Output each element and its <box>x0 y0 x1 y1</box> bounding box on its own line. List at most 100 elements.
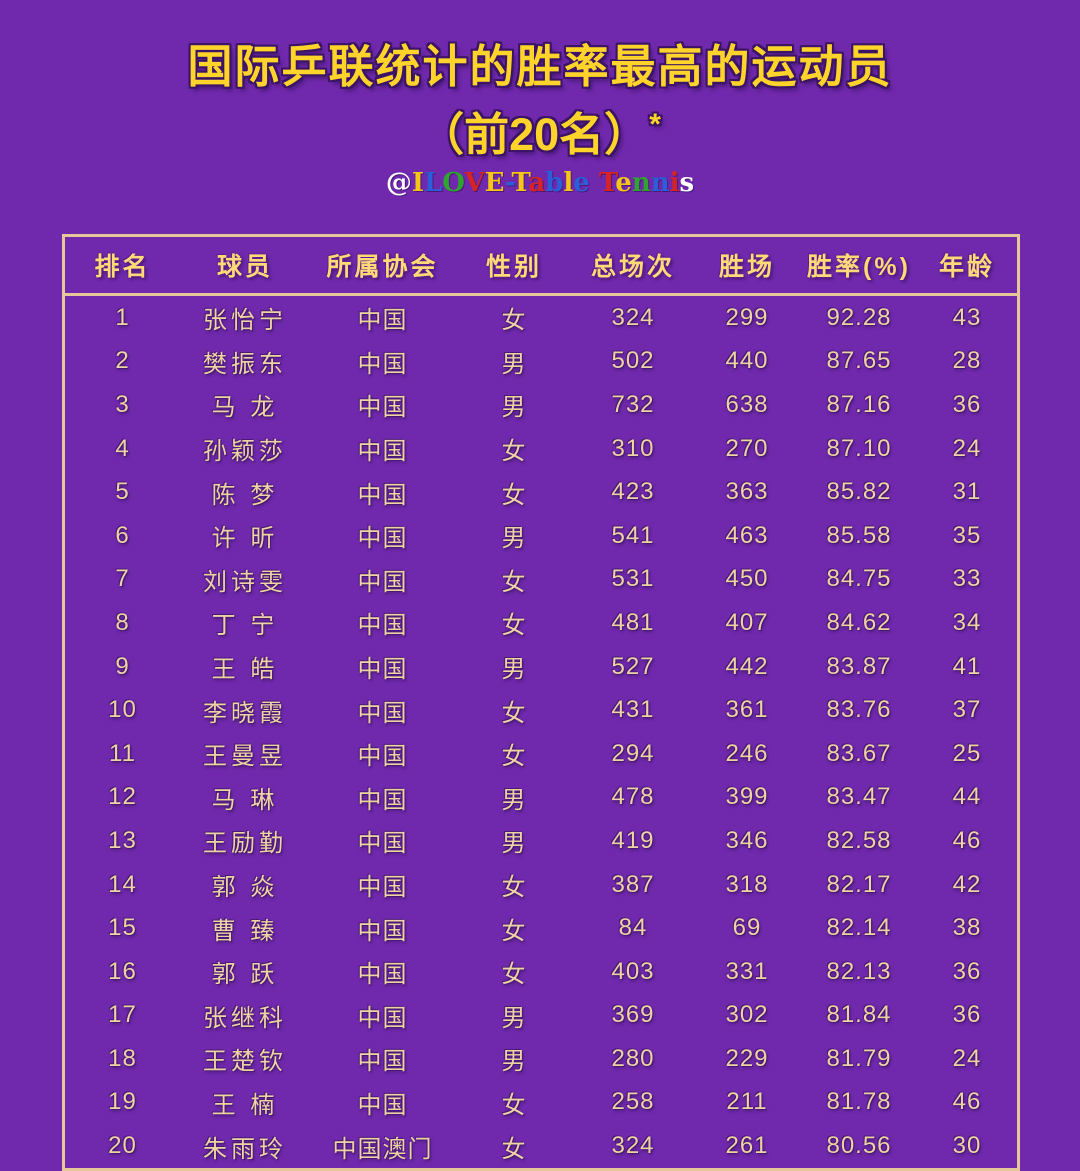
cell-rank: 5 <box>115 478 130 506</box>
table-row[interactable]: 8 丁 宁 中国 女 481 407 84.62 34 <box>65 601 1017 645</box>
cell-win-rate: 84.75 <box>826 565 892 593</box>
watermark-char-3: O <box>442 168 465 198</box>
table-row[interactable]: 15 曹 臻 中国 女 84 69 82.14 38 <box>65 906 1017 950</box>
table-row[interactable]: 7 刘诗雯 中国 女 531 450 84.75 33 <box>65 558 1017 602</box>
table-row[interactable]: 4 孙颖莎 中国 女 310 270 87.10 24 <box>65 427 1017 471</box>
cell-gender: 女 <box>501 481 527 509</box>
cell-total-matches: 310 <box>611 434 655 462</box>
cell-association: 中国 <box>357 568 408 596</box>
table-row[interactable]: 5 陈 梦 中国 女 423 363 85.82 31 <box>65 470 1017 514</box>
cell-win-rate: 83.87 <box>826 652 892 680</box>
cell-gender: 女 <box>501 568 527 596</box>
table-row[interactable]: 11 王曼昱 中国 女 294 246 83.67 25 <box>65 732 1017 776</box>
table-row[interactable]: 20 朱雨玲 中国澳门 女 324 261 80.56 30 <box>65 1124 1017 1168</box>
table-row[interactable]: 14 郭 焱 中国 女 387 318 82.17 42 <box>65 863 1017 907</box>
cell-association: 中国 <box>357 699 408 727</box>
cell-wins: 407 <box>725 608 769 636</box>
cell-player: 王曼昱 <box>203 743 287 771</box>
table-row[interactable]: 12 马 琳 中国 男 478 399 83.47 44 <box>65 776 1017 820</box>
cell-association: 中国 <box>357 1004 408 1032</box>
cell-player: 曹 臻 <box>211 917 279 945</box>
page-title-subtitle: （前20名） <box>419 109 650 160</box>
cell-association: 中国 <box>357 917 408 945</box>
cell-player: 李晓霞 <box>203 699 287 727</box>
cell-association: 中国 <box>357 350 408 378</box>
cell-wins: 299 <box>725 303 769 331</box>
table-row[interactable]: 19 王 楠 中国 女 258 211 81.78 46 <box>65 1081 1017 1125</box>
table-row[interactable]: 9 王 皓 中国 男 527 442 83.87 41 <box>65 645 1017 689</box>
cell-wins: 331 <box>725 957 769 985</box>
cell-association: 中国 <box>357 525 408 553</box>
page-title-line-2: （前20名）* <box>0 96 1080 164</box>
cell-player: 马 琳 <box>211 786 279 814</box>
table-row[interactable]: 1 张怡宁 中国 女 324 299 92.28 43 <box>65 295 1017 340</box>
cell-association: 中国 <box>357 612 408 640</box>
cell-wins: 246 <box>725 739 769 767</box>
cell-player: 王励勤 <box>203 830 287 858</box>
watermark-char-1: I <box>411 168 424 198</box>
cell-rank: 20 <box>108 1132 137 1160</box>
cell-age: 25 <box>952 739 982 767</box>
cell-gender: 女 <box>501 917 527 945</box>
watermark-char-11: e <box>573 168 590 198</box>
table-row[interactable]: 13 王励勤 中国 男 419 346 82.58 46 <box>65 819 1017 863</box>
cell-association: 中国 <box>357 786 408 814</box>
cell-association: 中国 <box>357 743 408 771</box>
column-header-player: 球员 <box>180 237 310 296</box>
cell-total-matches: 369 <box>611 1001 655 1029</box>
cell-gender: 女 <box>501 307 527 335</box>
ranking-table: 排名 球员 所属协会 性别 总场次 胜场 胜率(%) 年龄 1 张怡宁 中国女 324… <box>65 237 1017 1168</box>
table-row[interactable]: 3 马 龙 中国 男 732 638 87.16 36 <box>65 383 1017 427</box>
column-header-win-rate: 胜率(%) <box>801 237 917 296</box>
cell-player: 张继科 <box>203 1004 287 1032</box>
watermark-char-7: T <box>511 168 529 198</box>
table-row[interactable]: 6 许 昕 中国 男 541 463 85.58 35 <box>65 514 1017 558</box>
cell-rank: 11 <box>109 739 136 767</box>
cell-wins: 211 <box>726 1088 768 1116</box>
watermark-char-6: - <box>504 168 512 198</box>
column-header-rank: 排名 <box>65 237 180 296</box>
cell-age: 37 <box>952 696 982 724</box>
table-row[interactable]: 18 王楚钦 中国 男 280 229 81.79 24 <box>65 1037 1017 1081</box>
cell-player: 王楚钦 <box>203 1048 287 1076</box>
cell-gender: 女 <box>501 961 527 989</box>
table-header: 排名 球员 所属协会 性别 总场次 胜场 胜率(%) 年龄 <box>65 237 1017 296</box>
cell-gender: 男 <box>501 786 527 814</box>
cell-win-rate: 80.56 <box>826 1132 892 1160</box>
cell-total-matches: 294 <box>611 739 655 767</box>
cell-wins: 261 <box>725 1132 769 1160</box>
cell-wins: 270 <box>725 434 769 462</box>
cell-gender: 男 <box>501 525 527 553</box>
cell-age: 46 <box>952 826 982 854</box>
cell-total-matches: 478 <box>611 783 655 811</box>
cell-association: 中国 <box>357 1048 408 1076</box>
cell-association: 中国 <box>357 438 408 466</box>
column-header-association: 所属协会 <box>310 237 455 296</box>
cell-gender: 男 <box>501 1048 527 1076</box>
column-header-gender: 性别 <box>455 237 573 296</box>
title-block: 国际乒联统计的胜率最高的运动员 （前20名）* <box>0 0 1080 164</box>
table-row[interactable]: 16 郭 跃 中国 女 403 331 82.13 36 <box>65 950 1017 994</box>
cell-wins: 346 <box>725 826 769 854</box>
watermark-char-18: s <box>679 168 695 198</box>
cell-total-matches: 527 <box>611 652 655 680</box>
cell-total-matches: 419 <box>611 826 655 854</box>
cell-win-rate: 85.58 <box>826 521 892 549</box>
watermark-char-15: n <box>631 168 651 198</box>
cell-rank: 15 <box>108 914 137 942</box>
cell-win-rate: 87.65 <box>826 347 892 375</box>
cell-age: 30 <box>952 1132 982 1160</box>
cell-age: 24 <box>952 434 982 462</box>
cell-association: 中国 <box>357 481 408 509</box>
cell-win-rate: 81.84 <box>826 1001 892 1029</box>
cell-association: 中国 <box>357 961 408 989</box>
cell-rank: 3 <box>115 390 130 418</box>
cell-win-rate: 82.14 <box>826 914 892 942</box>
table-row[interactable]: 2 樊振东 中国 男 502 440 87.65 28 <box>65 340 1017 384</box>
cell-age: 38 <box>952 914 982 942</box>
cell-gender: 女 <box>501 699 527 727</box>
cell-total-matches: 431 <box>611 696 655 724</box>
table-row[interactable]: 17 张继科 中国 男 369 302 81.84 36 <box>65 994 1017 1038</box>
cell-wins: 450 <box>725 565 769 593</box>
table-row[interactable]: 10 李晓霞 中国 女 431 361 83.76 37 <box>65 688 1017 732</box>
